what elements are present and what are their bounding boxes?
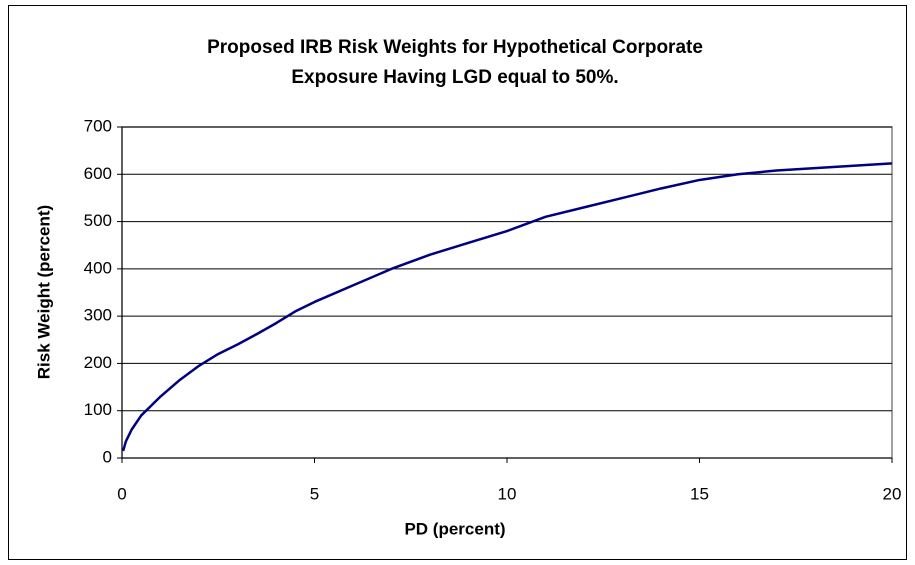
x-tick-label: 20	[883, 484, 902, 503]
y-tick-label: 700	[84, 116, 112, 135]
chart-title: Exposure Having LGD equal to 50%.	[291, 67, 618, 88]
y-tick-label: 300	[84, 306, 112, 325]
x-tick-label: 0	[117, 484, 126, 503]
y-tick-label: 400	[84, 258, 112, 277]
y-axis-label: Risk Weight (percent)	[34, 205, 53, 379]
x-tick-label: 10	[498, 484, 517, 503]
chart-title: Proposed IRB Risk Weights for Hypothetic…	[207, 37, 703, 58]
y-tick-label: 500	[84, 211, 112, 230]
chart-frame	[8, 5, 907, 560]
y-tick-label: 0	[103, 447, 112, 466]
y-tick-label: 100	[84, 400, 112, 419]
y-tick-label: 600	[84, 164, 112, 183]
x-tick-label: 5	[310, 484, 319, 503]
x-tick-label: 15	[690, 484, 709, 503]
data-line	[121, 162, 893, 452]
x-axis-label: PD (percent)	[404, 519, 505, 538]
y-tick-label: 200	[84, 353, 112, 372]
